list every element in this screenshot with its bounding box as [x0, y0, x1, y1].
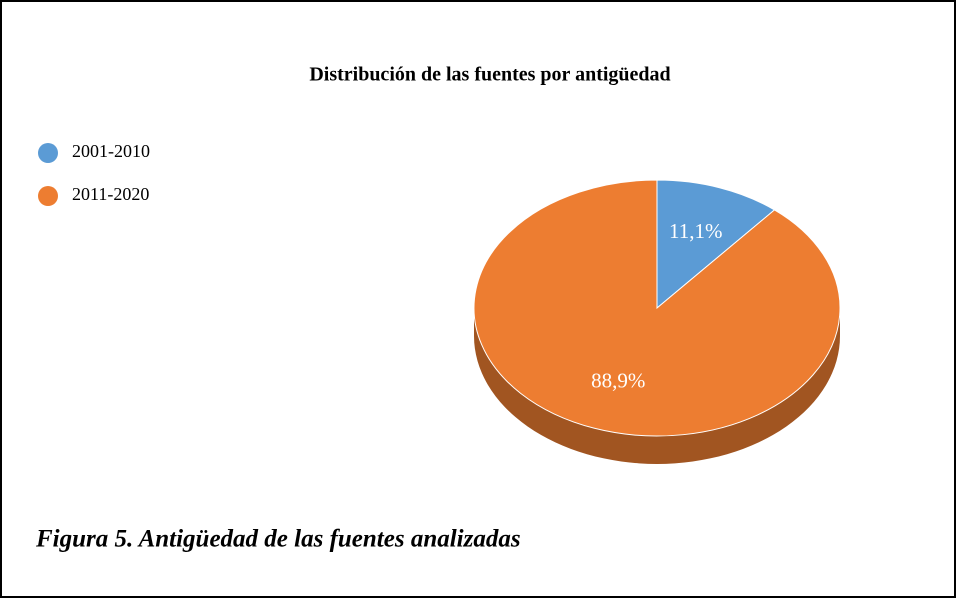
chart-title: Distribución de las fuentes por antigüed…: [309, 64, 670, 86]
data-label: 11,1%: [669, 219, 722, 243]
caption: Figura 5. Antigüedad de las fuentes anal…: [35, 526, 521, 553]
legend-label: 2001-2010: [72, 141, 150, 161]
pie-side: [474, 308, 840, 464]
legend-swatch: [38, 186, 58, 206]
legend-label: 2011-2020: [72, 184, 149, 204]
pie-slice: [656, 179, 776, 310]
legend-swatch: [38, 143, 58, 163]
data-label: 88,9%: [591, 368, 645, 392]
pie-slice: [473, 179, 841, 437]
